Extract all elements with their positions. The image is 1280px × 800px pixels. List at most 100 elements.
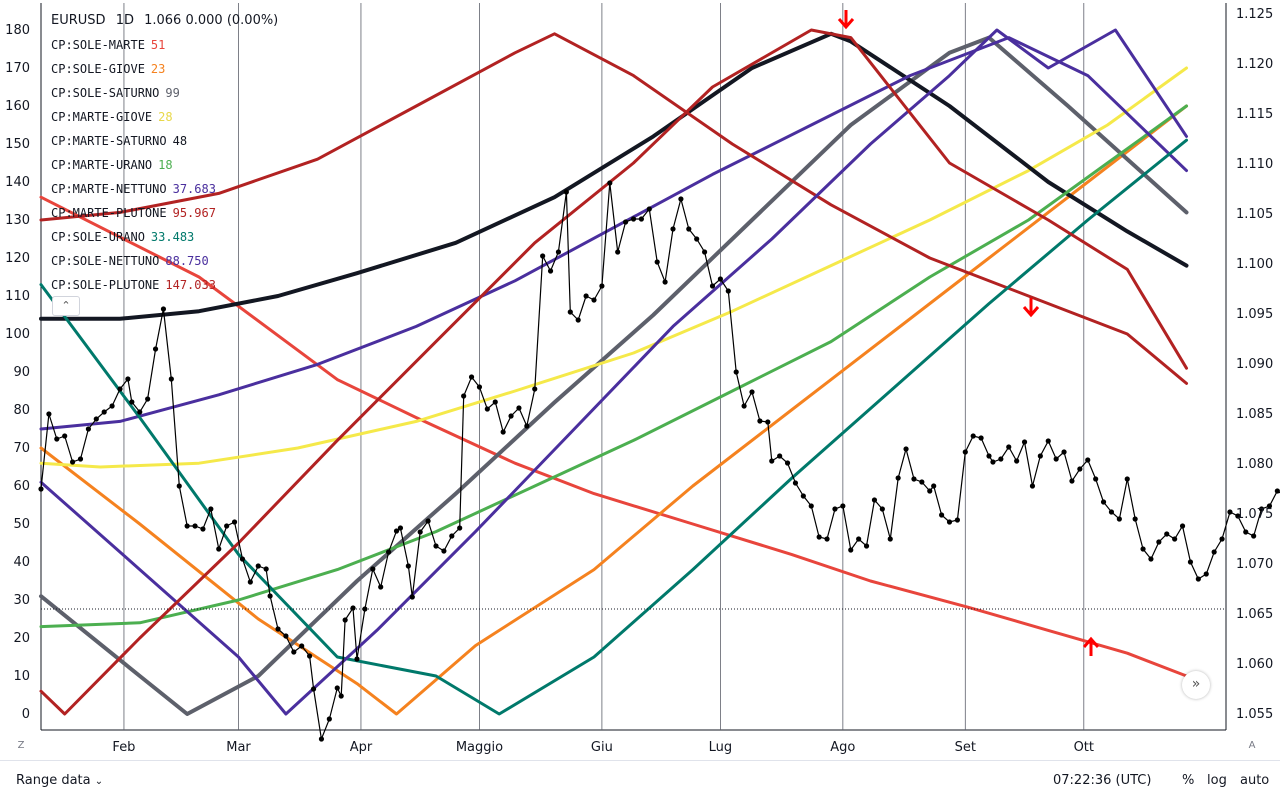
right-axis[interactable]: 1.055 1.060 1.065 1.070 1.075 1.080 1.085 1.090… bbox=[1236, 7, 1273, 722]
price-point bbox=[192, 523, 198, 529]
series-line-cp-sole-giove bbox=[39, 104, 1188, 716]
right-tick-label: 1.065 bbox=[1236, 607, 1273, 622]
price-point bbox=[1124, 476, 1130, 482]
price-point bbox=[500, 429, 506, 435]
legend-item[interactable]: CP:SOLE-SATURNO 99 bbox=[51, 81, 278, 105]
right-tick-label: 1.115 bbox=[1236, 107, 1273, 122]
price-point bbox=[931, 483, 937, 489]
price-point bbox=[800, 493, 806, 499]
symbol-name[interactable]: EURUSD bbox=[51, 13, 106, 28]
collapse-legend-button[interactable]: ⌃ bbox=[52, 296, 80, 316]
legend-item[interactable]: CP:MARTE-NETTUNO 37.683 bbox=[51, 177, 278, 201]
price-point bbox=[583, 293, 589, 299]
price-point bbox=[1140, 546, 1146, 552]
price-point bbox=[694, 236, 700, 242]
time-axis[interactable]: Feb Mar Apr Maggio Giu Lug Ago Set Ott bbox=[112, 740, 1094, 755]
legend-item-value: 147.033 bbox=[165, 278, 216, 292]
price-point bbox=[749, 389, 755, 395]
price-point bbox=[871, 497, 878, 503]
legend-item-label: CP:SOLE-GIOVE bbox=[51, 62, 145, 76]
interval-label[interactable]: 1D bbox=[115, 13, 134, 28]
price-point bbox=[630, 216, 637, 222]
auto-corner-button[interactable]: A bbox=[1248, 740, 1256, 751]
legend-item[interactable]: CP:MARTE-URANO 18 bbox=[51, 153, 278, 177]
price-point bbox=[283, 633, 289, 639]
series-line-cp-sole-marte bbox=[39, 195, 1188, 678]
price-point bbox=[879, 506, 885, 512]
price-point bbox=[85, 426, 91, 432]
price-point bbox=[1077, 466, 1083, 472]
buy-arrow-sep bbox=[1082, 636, 1100, 656]
price-point bbox=[275, 626, 281, 632]
utc-clock[interactable]: 07:22:36 (UTC) bbox=[1053, 773, 1152, 788]
legend-item[interactable]: CP:SOLE-URANO 33.483 bbox=[51, 225, 278, 249]
percent-scale-toggle[interactable]: % bbox=[1182, 773, 1195, 788]
price-point bbox=[239, 556, 246, 562]
price-point bbox=[350, 605, 356, 611]
scroll-to-realtime-button[interactable]: » bbox=[1182, 671, 1210, 699]
price-point bbox=[662, 279, 668, 285]
legend-item-label: CP:MARTE-URANO bbox=[51, 158, 153, 172]
price-point bbox=[970, 433, 976, 439]
price-point bbox=[1021, 439, 1028, 445]
price-point bbox=[555, 249, 562, 255]
legend-item[interactable]: CP:SOLE-GIOVE 23 bbox=[51, 57, 278, 81]
time-tick-label: Feb bbox=[112, 740, 135, 755]
legend-item[interactable]: CP:SOLE-PLUTONE 147.033 bbox=[51, 273, 278, 297]
date-range-button[interactable]: Range data ⌄ bbox=[16, 773, 103, 788]
price-point bbox=[93, 416, 99, 422]
price-point bbox=[986, 453, 992, 459]
price-point bbox=[125, 376, 131, 382]
price-point bbox=[1235, 513, 1241, 519]
price-point bbox=[1014, 458, 1020, 464]
auto-scale-toggle[interactable]: auto bbox=[1240, 773, 1270, 788]
legend-item[interactable]: CP:MARTE-SATURNO 48 bbox=[51, 129, 278, 153]
legend-item[interactable]: CP:MARTE-PLUTONE 95.967 bbox=[51, 201, 278, 225]
legend-item[interactable]: CP:SOLE-MARTE 51 bbox=[51, 33, 278, 57]
price-point bbox=[247, 579, 253, 585]
series-layer bbox=[39, 28, 1189, 716]
price-point bbox=[1243, 529, 1249, 535]
time-tick-label: Apr bbox=[350, 740, 373, 755]
price-point bbox=[1148, 556, 1154, 562]
legend-item-value: 37.683 bbox=[172, 182, 216, 196]
left-tick-label: 170 bbox=[5, 61, 30, 76]
price-point bbox=[1156, 539, 1162, 545]
time-tick-label: Set bbox=[955, 740, 976, 755]
price-point bbox=[267, 593, 273, 599]
price-point bbox=[342, 617, 348, 623]
log-scale-toggle[interactable]: log bbox=[1207, 773, 1227, 788]
price-point bbox=[168, 376, 174, 382]
price-point bbox=[208, 506, 214, 512]
price-point bbox=[457, 525, 463, 531]
series-line-cp-sole-nettuno bbox=[39, 28, 1188, 716]
price-point bbox=[646, 206, 652, 212]
price-point bbox=[824, 536, 830, 542]
time-tick-label: Ago bbox=[830, 740, 855, 755]
price-point bbox=[1179, 523, 1186, 529]
price-point bbox=[1266, 503, 1273, 509]
price-point bbox=[757, 418, 763, 424]
price-point bbox=[409, 594, 415, 600]
price-point bbox=[777, 453, 783, 459]
price-point bbox=[1029, 483, 1036, 489]
price-point bbox=[919, 479, 925, 485]
legend-item[interactable]: CP:MARTE-GIOVE 28 bbox=[51, 105, 278, 129]
price-point bbox=[678, 196, 684, 202]
price-point bbox=[216, 546, 222, 552]
price-point bbox=[38, 486, 44, 492]
series-line-cp-sole-plutone bbox=[39, 28, 1188, 716]
price-point bbox=[607, 180, 613, 186]
last-price: 1.066 bbox=[144, 13, 182, 28]
chart-canvas[interactable]: 0 10 20 30 40 50 60 70 80 90 100 110 120 130 140 150 160… bbox=[0, 0, 1280, 760]
price-point bbox=[1132, 516, 1138, 522]
right-tick-label: 1.085 bbox=[1236, 407, 1273, 422]
price-point bbox=[733, 369, 739, 375]
legend-item[interactable]: CP:SOLE-NETTUNO 88.750 bbox=[51, 249, 278, 273]
price-point bbox=[160, 306, 167, 312]
price-point bbox=[117, 386, 123, 392]
price-point bbox=[231, 519, 238, 525]
zoom-corner-button[interactable]: Z bbox=[17, 740, 25, 751]
right-tick-label: 1.110 bbox=[1236, 157, 1273, 172]
left-tick-label: 10 bbox=[13, 669, 30, 684]
